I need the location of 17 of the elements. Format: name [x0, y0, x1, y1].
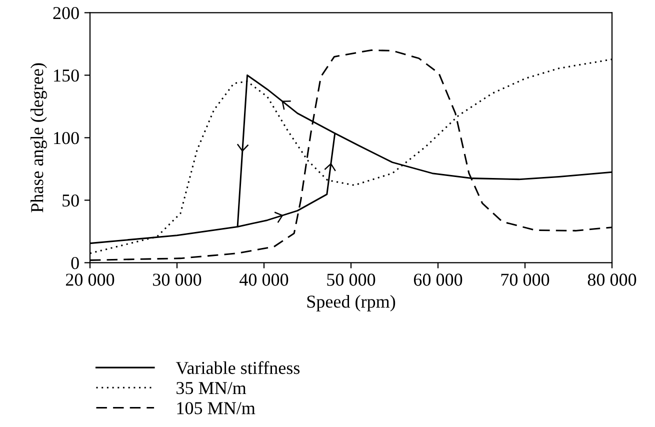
- x-tick-label: 80 000: [588, 274, 636, 286]
- x-axis-title: Speed (rpm): [307, 295, 396, 312]
- y-tick-label: 0: [71, 256, 79, 270]
- x-tick-label: 50 000: [327, 274, 376, 286]
- x-tick-label: 40 000: [240, 274, 288, 286]
- y-tick-label: 200: [53, 6, 79, 20]
- x-tick-label: 30 000: [153, 274, 202, 286]
- x-tick-label: 60 000: [414, 274, 462, 286]
- x-tick-label: 20 000: [66, 274, 114, 286]
- x-tick-label: 70 000: [501, 274, 550, 286]
- y-tick-label: 100: [54, 132, 79, 144]
- legend-label: Variable stiffness: [176, 361, 300, 374]
- y-axis-title: Phase angle (degree): [30, 63, 47, 212]
- y-tick-label: 150: [54, 69, 79, 82]
- legend-label: 35 MN/m: [176, 382, 246, 394]
- y-tick-label: 50: [62, 194, 79, 207]
- legend-label: 105 MN/m: [177, 402, 256, 414]
